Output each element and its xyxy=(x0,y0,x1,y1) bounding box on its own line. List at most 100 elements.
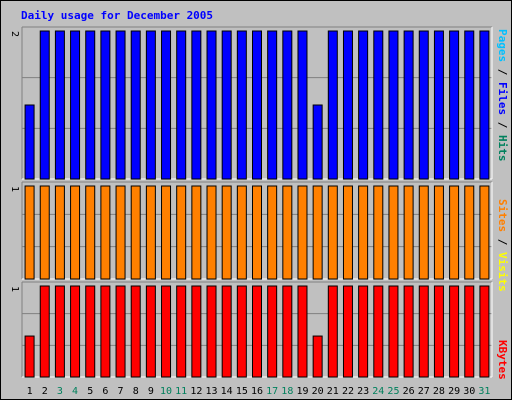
x-tick-label: 2 xyxy=(42,386,48,397)
bar xyxy=(115,185,126,280)
bar xyxy=(39,30,50,180)
bar xyxy=(176,285,187,378)
bar xyxy=(433,285,444,378)
x-tick-label: 1 xyxy=(27,386,33,397)
bar xyxy=(449,185,460,280)
bar xyxy=(267,30,278,180)
bar xyxy=(418,285,429,378)
x-tick-label: 19 xyxy=(296,386,308,397)
x-tick-label: 3 xyxy=(57,386,63,397)
bar xyxy=(327,285,338,378)
bar xyxy=(24,104,35,180)
y-tick-label: 1 xyxy=(9,286,20,292)
legend-part: Hits xyxy=(496,135,509,162)
x-tick-label: 24 xyxy=(372,386,384,397)
bar xyxy=(342,285,353,378)
bar xyxy=(342,30,353,180)
x-tick-label: 13 xyxy=(205,386,217,397)
bar xyxy=(100,285,111,378)
x-tick-label: 21 xyxy=(327,386,339,397)
bar xyxy=(206,185,217,280)
bar xyxy=(464,185,475,280)
legend-part: Sites xyxy=(496,199,509,233)
bar xyxy=(70,185,81,280)
bar xyxy=(221,185,232,280)
bar xyxy=(327,30,338,180)
bar xyxy=(373,185,384,280)
bar xyxy=(267,285,278,378)
bar xyxy=(54,185,65,280)
bar xyxy=(433,185,444,280)
x-tick-label: 30 xyxy=(463,386,475,397)
x-tick-label: 5 xyxy=(87,386,93,397)
bar xyxy=(115,285,126,378)
bar xyxy=(130,30,141,180)
bar xyxy=(388,185,399,280)
bar xyxy=(312,335,323,378)
bar xyxy=(312,185,323,280)
bar xyxy=(297,185,308,280)
bar xyxy=(221,30,232,180)
bar xyxy=(54,285,65,378)
bar xyxy=(236,30,247,180)
y-tick-label: 1 xyxy=(9,186,20,192)
x-tick-label: 6 xyxy=(102,386,108,397)
bar xyxy=(145,30,156,180)
x-tick-label: 26 xyxy=(403,386,415,397)
bar xyxy=(24,335,35,378)
bar xyxy=(479,185,490,280)
bar xyxy=(418,185,429,280)
legend-part: KBytes xyxy=(496,340,509,380)
x-tick-label: 22 xyxy=(342,386,354,397)
x-tick-label: 28 xyxy=(433,386,445,397)
x-tick-label: 8 xyxy=(133,386,139,397)
bar xyxy=(358,185,369,280)
bar xyxy=(267,185,278,280)
legend-part: Visits xyxy=(496,252,509,292)
bar xyxy=(115,30,126,180)
x-tick-label: 4 xyxy=(72,386,78,397)
bar xyxy=(403,30,414,180)
legend-part: / xyxy=(496,62,509,82)
bar xyxy=(145,185,156,280)
x-tick-label: 18 xyxy=(281,386,293,397)
bar xyxy=(358,285,369,378)
bar xyxy=(373,30,384,180)
chart-title: Daily usage for December 2005 xyxy=(21,9,214,22)
x-tick-label: 12 xyxy=(190,386,202,397)
bar xyxy=(85,285,96,378)
x-tick-label: 17 xyxy=(266,386,278,397)
bar xyxy=(130,285,141,378)
bar xyxy=(236,185,247,280)
bar xyxy=(161,285,172,378)
bar xyxy=(403,285,414,378)
bar xyxy=(479,30,490,180)
bar xyxy=(252,185,262,280)
bar xyxy=(327,185,338,280)
legend-part: / xyxy=(496,232,509,252)
x-tick-label: 15 xyxy=(236,386,248,397)
x-tick-label: 10 xyxy=(160,386,172,397)
x-tick-label: 14 xyxy=(221,386,233,397)
bar xyxy=(191,30,202,180)
bar xyxy=(312,104,323,180)
bar xyxy=(358,30,369,180)
bar xyxy=(176,30,187,180)
bar xyxy=(479,285,490,378)
bar xyxy=(221,285,232,378)
bar xyxy=(206,285,217,378)
bar xyxy=(39,185,50,280)
legend-part: Files xyxy=(496,82,509,116)
bar xyxy=(464,285,475,378)
bar xyxy=(191,285,202,378)
bar xyxy=(100,185,111,280)
x-tick-label: 16 xyxy=(251,386,263,397)
bar xyxy=(282,185,293,280)
x-tick-label: 7 xyxy=(118,386,124,397)
bar xyxy=(191,185,202,280)
x-tick-label: 23 xyxy=(357,386,369,397)
bar xyxy=(176,185,187,280)
bar xyxy=(70,30,81,180)
